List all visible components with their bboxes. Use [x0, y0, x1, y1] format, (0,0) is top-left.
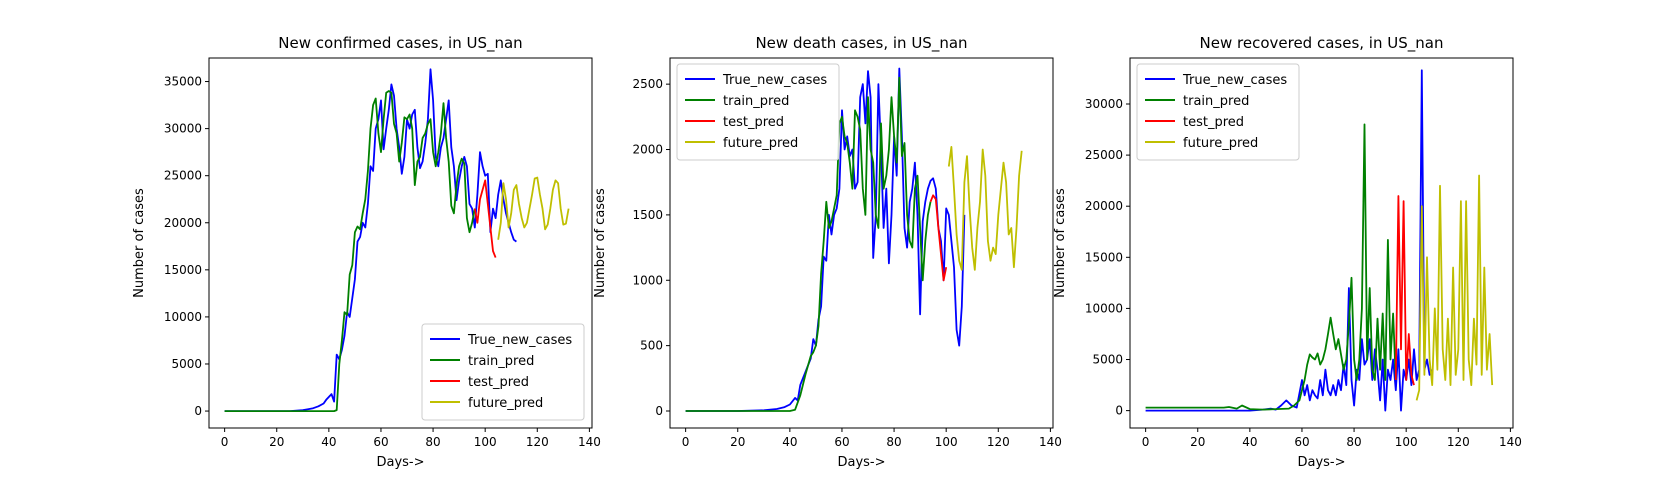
x-tick-label: 60: [834, 435, 849, 449]
legend-entry: future_pred: [468, 396, 543, 411]
series-line-test-pred: [1394, 195, 1415, 386]
x-tick-label: 100: [935, 435, 958, 449]
y-tick-label: 20000: [1085, 199, 1123, 213]
legend-entry: test_pred: [1183, 115, 1244, 130]
x-axis-label: Days->: [1297, 455, 1345, 470]
x-tick-label: 40: [321, 435, 336, 449]
x-tick-label: 140: [1039, 435, 1062, 449]
chart-confirmed: 0 20 40 60 80 100 120 140 0 5000 10000 15000 20000 25…: [132, 34, 601, 470]
x-tick-label: 140: [1499, 435, 1522, 449]
series-line-future-pred: [947, 146, 1023, 271]
y-tick-label: 15000: [1085, 250, 1123, 264]
x-tick-label: 0: [1142, 435, 1150, 449]
legend: True_new_cases train_pred test_pred future_…: [676, 63, 840, 161]
legend-entry: future_pred: [1183, 136, 1258, 151]
series-line-test-pred: [473, 179, 497, 258]
x-tick-label: 0: [682, 435, 690, 449]
legend-entry: test_pred: [468, 375, 529, 390]
y-tick-label: 2500: [632, 77, 663, 91]
y-tick-label: 20000: [164, 216, 202, 230]
x-tick-label: 40: [1242, 435, 1257, 449]
y-tick-label: 10000: [164, 310, 202, 324]
chart-title: New death cases, in US_nan: [755, 34, 967, 53]
y-tick-label: 0: [194, 404, 202, 418]
legend-box: [1136, 63, 1300, 161]
x-tick-label: 40: [782, 435, 797, 449]
y-tick-label: 5000: [1092, 353, 1123, 367]
series-line-future-pred: [1415, 174, 1494, 401]
legend-entry: True_new_cases: [1182, 73, 1287, 88]
series-line-future-pred: [497, 176, 570, 240]
legend-entry: True_new_cases: [467, 333, 572, 348]
y-tick-label: 10000: [1085, 301, 1123, 315]
x-tick-label: 60: [373, 435, 388, 449]
y-axis-label: Number of cases: [593, 188, 608, 298]
y-axis-label: Number of cases: [132, 188, 147, 298]
y-tick-label: 0: [655, 404, 663, 418]
y-tick-label: 1000: [632, 273, 663, 287]
legend-entry: train_pred: [723, 94, 789, 109]
legend-entry: train_pred: [1183, 94, 1249, 109]
series-line-train-pred: [1145, 123, 1397, 411]
y-tick-label: 25000: [164, 169, 202, 183]
x-tick-label: 120: [1447, 435, 1470, 449]
legend-entry: test_pred: [723, 115, 784, 130]
series-line-train-pred: [685, 76, 932, 412]
x-tick-label: 100: [1395, 435, 1418, 449]
legend: True_new_cases train_pred test_pred future_…: [421, 323, 585, 421]
chart-recovered: 0 20 40 60 80 100 120 140 0 5000 10000 15000 20000 25…: [1053, 34, 1522, 470]
x-tick-label: 80: [425, 435, 440, 449]
x-tick-label: 60: [1294, 435, 1309, 449]
y-tick-label: 35000: [164, 75, 202, 89]
legend-entry: future_pred: [723, 136, 798, 151]
x-tick-label: 120: [987, 435, 1010, 449]
x-tick-label: 100: [474, 435, 497, 449]
chart-title: New confirmed cases, in US_nan: [278, 34, 522, 53]
chart-title: New recovered cases, in US_nan: [1200, 34, 1444, 53]
series-line-test-pred: [929, 194, 948, 282]
legend-box: [676, 63, 840, 161]
x-tick-label: 140: [578, 435, 601, 449]
y-tick-label: 30000: [164, 122, 202, 136]
y-tick-label: 25000: [1085, 148, 1123, 162]
x-axis-label: Days->: [376, 455, 424, 470]
y-tick-label: 5000: [171, 357, 202, 371]
x-tick-label: 80: [1346, 435, 1361, 449]
x-tick-label: 20: [269, 435, 284, 449]
y-tick-label: 30000: [1085, 97, 1123, 111]
series-line-true-new-cases: [224, 68, 517, 412]
y-tick-label: 500: [640, 339, 663, 353]
x-tick-label: 80: [886, 435, 901, 449]
chart-death: 0 20 40 60 80 100 120 140 0 500 1000 1500 2000 2500 N…: [593, 34, 1062, 470]
y-axis-label: Number of cases: [1053, 188, 1068, 298]
x-tick-label: 20: [730, 435, 745, 449]
legend-entry: train_pred: [468, 354, 534, 369]
plot-area: [208, 57, 593, 429]
y-tick-label: 15000: [164, 263, 202, 277]
legend-box: [421, 323, 585, 421]
y-tick-label: 1500: [632, 208, 663, 222]
legend-entry: True_new_cases: [722, 73, 827, 88]
y-tick-label: 0: [1115, 404, 1123, 418]
plot-area: [1129, 57, 1514, 429]
series-line-train-pred: [224, 90, 476, 412]
x-tick-label: 20: [1190, 435, 1205, 449]
y-tick-label: 2000: [632, 143, 663, 157]
legend: True_new_cases train_pred test_pred future_…: [1136, 63, 1300, 161]
plot-area: [669, 57, 1054, 429]
x-axis-label: Days->: [837, 455, 885, 470]
x-tick-label: 120: [526, 435, 549, 449]
x-tick-label: 0: [221, 435, 229, 449]
